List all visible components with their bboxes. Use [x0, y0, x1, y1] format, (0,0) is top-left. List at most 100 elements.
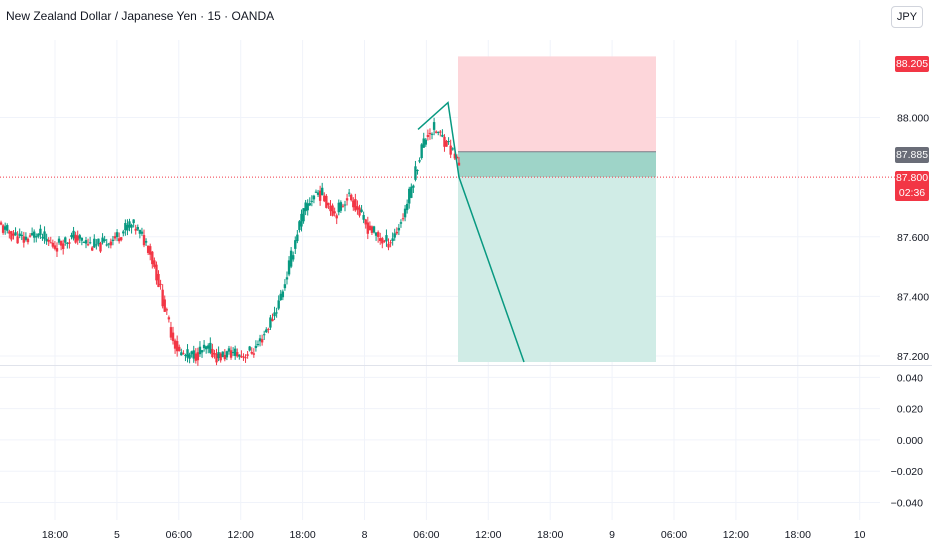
candle-body — [80, 237, 84, 241]
time-axis-label: 18:00 — [42, 529, 68, 541]
candle-body — [279, 293, 282, 301]
candle-body — [316, 192, 320, 195]
candle-body — [383, 240, 386, 242]
candle-body — [91, 247, 94, 251]
indicator-axis-label: 0.020 — [897, 404, 923, 416]
candle-body — [420, 144, 423, 158]
candle-body — [74, 234, 77, 243]
candle-body — [287, 260, 291, 275]
candle-body — [167, 317, 171, 320]
candle-body — [26, 238, 30, 243]
candle-body — [256, 343, 260, 345]
candle-body — [122, 231, 125, 234]
candle-body — [24, 236, 28, 240]
candle-body — [82, 241, 86, 243]
candle-body — [70, 235, 73, 238]
candle-body — [447, 141, 450, 143]
candle-body — [68, 242, 71, 244]
time-axis-label: 18:00 — [289, 529, 315, 541]
candle-body — [410, 186, 413, 198]
candle-body — [356, 206, 359, 210]
entry-zone — [458, 151, 656, 178]
candle-body — [45, 238, 48, 242]
candle-body — [126, 224, 129, 231]
candle-body — [182, 353, 185, 355]
candle-body — [331, 205, 334, 216]
candle-body — [298, 221, 301, 231]
candle-body — [265, 329, 268, 333]
candle-body — [269, 317, 272, 328]
candle-body — [412, 185, 415, 188]
candle-body — [314, 191, 318, 193]
candle-body — [14, 232, 17, 236]
candle-body — [78, 235, 81, 239]
entry-price-label: 87.885 — [895, 147, 929, 163]
candle-body — [449, 145, 452, 155]
candle-body — [163, 299, 166, 312]
candle-body — [64, 237, 67, 243]
candle-body — [341, 205, 345, 207]
candle-body — [428, 132, 432, 135]
time-axis-label: 12:00 — [475, 529, 501, 541]
candle-body — [120, 237, 123, 241]
candle-body — [53, 245, 57, 249]
candle-body — [374, 232, 378, 236]
candle-body — [93, 238, 96, 248]
candle-body — [142, 235, 146, 246]
candle-body — [306, 203, 309, 211]
candle-body — [335, 215, 338, 219]
currency-button[interactable]: JPY — [891, 6, 923, 28]
candle-body — [51, 242, 55, 247]
candle-body — [209, 342, 212, 353]
candle-body — [381, 238, 384, 244]
candle-body — [217, 352, 220, 359]
candle-body — [146, 245, 150, 253]
candle-body — [151, 251, 154, 265]
price-axis-label: 87.200 — [897, 351, 929, 363]
current-price-label: 87.800 02:36 — [895, 171, 929, 201]
candle-body — [312, 195, 316, 200]
candle-body — [138, 229, 142, 234]
candle-body — [188, 354, 191, 359]
candle-body — [153, 260, 156, 267]
bar-countdown: 02:36 — [898, 187, 926, 199]
candle-body — [364, 219, 367, 225]
candle-body — [115, 232, 119, 238]
indicator-axis-label: 0.040 — [897, 372, 923, 384]
candle-body — [457, 162, 461, 166]
candle-body — [258, 338, 262, 342]
candle-body — [103, 239, 106, 241]
candle-body — [35, 236, 38, 238]
candle-body — [345, 198, 349, 201]
candle-body — [161, 289, 164, 307]
candle-body — [178, 346, 181, 352]
symbol-title: New Zealand Dollar / Japanese Yen · 15 ·… — [6, 9, 275, 23]
candle-body — [354, 199, 357, 211]
candle-body — [107, 243, 110, 245]
candle-body — [283, 284, 287, 289]
candle-body — [358, 207, 361, 216]
projection-line — [417, 101, 525, 363]
candle-body — [368, 225, 372, 231]
candle-body — [445, 141, 448, 147]
candle-body — [49, 242, 52, 244]
candle-body — [233, 348, 237, 356]
candle-body — [39, 228, 42, 235]
candle-body — [304, 202, 307, 212]
candle-body — [333, 211, 336, 214]
candle-body — [190, 351, 193, 355]
candle-body — [76, 235, 79, 241]
candle-body — [453, 153, 457, 159]
candle-body — [140, 231, 144, 234]
candle-body — [223, 354, 227, 360]
candle-body — [215, 353, 218, 363]
candle-body — [376, 232, 380, 237]
candle-body — [414, 166, 417, 180]
candle-body — [213, 352, 216, 355]
candle-body — [111, 239, 115, 241]
candle-body — [422, 138, 425, 148]
candle-body — [391, 238, 394, 242]
candle-body — [434, 131, 438, 133]
candle-body — [1, 225, 5, 233]
